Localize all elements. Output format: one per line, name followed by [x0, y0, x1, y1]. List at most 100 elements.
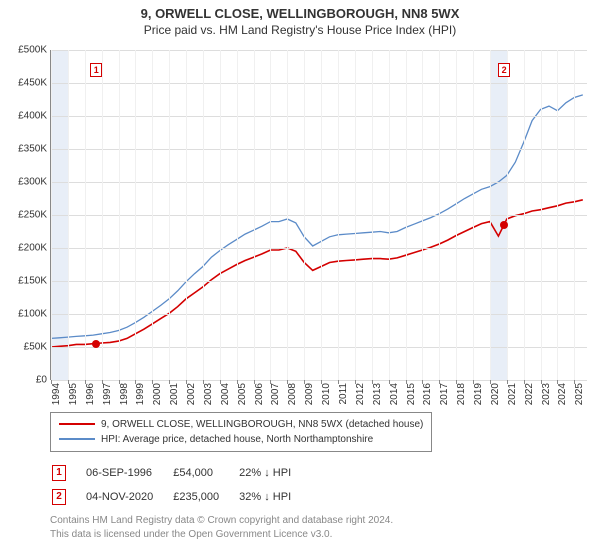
x-axis-label: 2001	[169, 383, 180, 405]
gridline-v	[203, 50, 204, 380]
gridline-v	[355, 50, 356, 380]
gridline-v	[287, 50, 288, 380]
x-axis-label: 2019	[473, 383, 484, 405]
gridline-v	[254, 50, 255, 380]
sale-price: £54,000	[173, 462, 237, 484]
y-axis-label: £500K	[18, 45, 47, 56]
legend-swatch	[59, 423, 95, 425]
chart-title: 9, ORWELL CLOSE, WELLINGBOROUGH, NN8 5WX	[0, 6, 600, 21]
x-axis-label: 2013	[372, 383, 383, 405]
x-axis-label: 1998	[119, 383, 130, 405]
sale-delta: 32% ↓ HPI	[239, 486, 309, 508]
x-axis-label: 2021	[507, 383, 518, 405]
gridline-v	[456, 50, 457, 380]
x-axis-label: 1996	[85, 383, 96, 405]
gridline-v	[135, 50, 136, 380]
gridline-v	[439, 50, 440, 380]
gridline-v	[574, 50, 575, 380]
x-axis-label: 2014	[389, 383, 400, 405]
x-axis-label: 2000	[152, 383, 163, 405]
sale-marker-label: 2	[498, 63, 510, 77]
gridline-v	[220, 50, 221, 380]
chart-container: 9, ORWELL CLOSE, WELLINGBOROUGH, NN8 5WX…	[0, 0, 600, 560]
chart-subtitle: Price paid vs. HM Land Registry's House …	[0, 23, 600, 37]
table-row: 1 06-SEP-1996£54,00022% ↓ HPI	[52, 462, 309, 484]
gridline-v	[119, 50, 120, 380]
gridline-v	[102, 50, 103, 380]
footer-line-1: Contains HM Land Registry data © Crown c…	[50, 514, 393, 528]
gridline-v	[389, 50, 390, 380]
sale-delta: 22% ↓ HPI	[239, 462, 309, 484]
x-axis-label: 2011	[338, 383, 349, 405]
x-axis-label: 2024	[557, 383, 568, 405]
x-axis-label: 2016	[422, 383, 433, 405]
x-axis-label: 2025	[574, 383, 585, 405]
y-axis-label: £400K	[18, 111, 47, 122]
sale-date: 06-SEP-1996	[86, 462, 171, 484]
gridline-v	[68, 50, 69, 380]
x-axis-label: 1999	[135, 383, 146, 405]
y-axis-label: £200K	[18, 243, 47, 254]
gridline-v	[186, 50, 187, 380]
gridline-v	[541, 50, 542, 380]
x-axis-label: 2015	[406, 383, 417, 405]
legend-swatch	[59, 438, 95, 440]
y-axis-label: £0	[36, 375, 47, 386]
y-axis-label: £150K	[18, 276, 47, 287]
title-block: 9, ORWELL CLOSE, WELLINGBOROUGH, NN8 5WX…	[0, 0, 600, 37]
legend-label: 9, ORWELL CLOSE, WELLINGBOROUGH, NN8 5WX…	[101, 419, 423, 430]
y-axis-label: £450K	[18, 78, 47, 89]
gridline-v	[169, 50, 170, 380]
sales-table: 1 06-SEP-1996£54,00022% ↓ HPI 2 04-NOV-2020…	[50, 460, 311, 510]
x-axis-label: 2008	[287, 383, 298, 405]
legend-label: HPI: Average price, detached house, Nort…	[101, 434, 373, 445]
x-axis-label: 2003	[203, 383, 214, 405]
legend: 9, ORWELL CLOSE, WELLINGBOROUGH, NN8 5WX…	[50, 412, 432, 452]
x-axis-label: 2023	[541, 383, 552, 405]
x-axis-label: 2012	[355, 383, 366, 405]
y-axis-label: £50K	[24, 342, 47, 353]
x-axis-label: 2005	[237, 383, 248, 405]
y-axis-label: £300K	[18, 177, 47, 188]
sale-price: £235,000	[173, 486, 237, 508]
gridline-v	[473, 50, 474, 380]
series-line-hpi	[51, 95, 583, 339]
gridline-v	[85, 50, 86, 380]
x-axis-label: 2020	[490, 383, 501, 405]
x-axis-label: 1994	[51, 383, 62, 405]
sale-marker-dot	[500, 221, 508, 229]
x-axis-label: 2002	[186, 383, 197, 405]
x-axis-label: 2006	[254, 383, 265, 405]
sale-marker-label: 1	[90, 63, 102, 77]
legend-item: 9, ORWELL CLOSE, WELLINGBOROUGH, NN8 5WX…	[59, 417, 423, 432]
gridline-v	[406, 50, 407, 380]
footer-attribution: Contains HM Land Registry data © Crown c…	[50, 514, 393, 542]
y-axis-label: £250K	[18, 210, 47, 221]
footer-line-2: This data is licensed under the Open Gov…	[50, 528, 393, 542]
x-axis-label: 2018	[456, 383, 467, 405]
gridline-v	[152, 50, 153, 380]
gridline-v	[237, 50, 238, 380]
gridline-v	[304, 50, 305, 380]
x-axis-label: 1997	[102, 383, 113, 405]
x-axis-label: 2009	[304, 383, 315, 405]
gridline-v	[270, 50, 271, 380]
plot-area: £0£50K£100K£150K£200K£250K£300K£350K£400…	[50, 50, 587, 380]
gridline-v	[372, 50, 373, 380]
gridline-v	[557, 50, 558, 380]
sale-date: 04-NOV-2020	[86, 486, 171, 508]
x-axis-label: 2004	[220, 383, 231, 405]
x-axis-label: 1995	[68, 383, 79, 405]
y-axis-label: £350K	[18, 144, 47, 155]
sale-marker-icon: 1	[52, 465, 66, 481]
gridline-v	[51, 50, 52, 380]
x-axis-label: 2022	[524, 383, 535, 405]
sale-marker-dot	[92, 340, 100, 348]
x-axis-label: 2007	[270, 383, 281, 405]
gridline-v	[490, 50, 491, 380]
y-axis-label: £100K	[18, 309, 47, 320]
x-axis-label: 2010	[321, 383, 332, 405]
sale-marker-icon: 2	[52, 489, 66, 505]
gridline-v	[422, 50, 423, 380]
x-axis-label: 2017	[439, 383, 450, 405]
